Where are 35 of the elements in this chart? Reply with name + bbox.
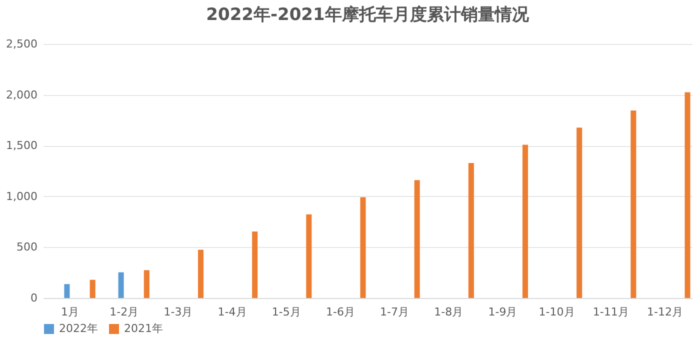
y-tick-label: 2,500 [6, 38, 38, 50]
y-tick-label: 1,500 [6, 139, 38, 152]
legend-label: 2021年 [124, 322, 163, 335]
y-tick-label: 500 [16, 240, 38, 254]
bar [118, 272, 124, 298]
x-tick-label: 1-10月 [538, 306, 575, 318]
bar [630, 110, 636, 298]
x-tick-label: 1-2月 [110, 306, 139, 318]
y-tick-label: 2,000 [6, 88, 38, 102]
bar [684, 92, 690, 298]
y-tick-label: 1,000 [6, 190, 38, 203]
x-tick-label: 1-6月 [326, 306, 355, 318]
bar [198, 250, 204, 298]
x-tick-label: 1月 [61, 306, 80, 318]
bar [144, 270, 150, 298]
x-tick-label: 1-11月 [592, 306, 629, 318]
x-tick-label: 1-9月 [488, 306, 518, 318]
x-tick-label: 1-4月 [218, 306, 247, 318]
bar [360, 197, 366, 298]
bar [64, 284, 70, 298]
chart-title: 2022年-2021年摩托车月度累计销量情况 [206, 5, 530, 25]
bar [306, 214, 312, 298]
bar [90, 280, 96, 298]
x-tick-label: 1-5月 [272, 306, 301, 318]
legend-label: 2022年 [59, 322, 98, 335]
y-tick-label: 0 [30, 292, 38, 304]
x-tick-label: 1-3月 [164, 306, 193, 318]
bar [522, 144, 528, 298]
bar [252, 232, 258, 298]
x-tick-label: 1-7月 [380, 306, 410, 318]
x-tick-label: 1-8月 [434, 306, 464, 318]
bar [468, 162, 474, 298]
bar [576, 128, 582, 298]
bar [414, 180, 420, 298]
x-tick-label: 1-12月 [646, 306, 683, 318]
